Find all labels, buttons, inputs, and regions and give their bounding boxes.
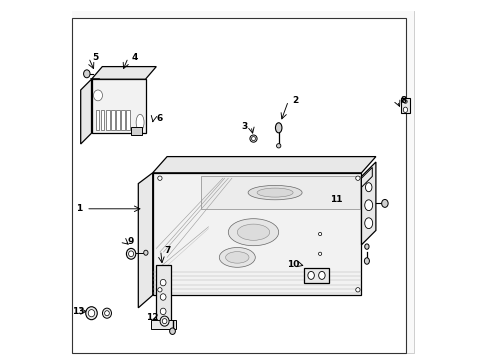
- Ellipse shape: [158, 288, 162, 292]
- Polygon shape: [121, 110, 124, 130]
- Polygon shape: [400, 98, 409, 113]
- Polygon shape: [116, 110, 120, 130]
- Ellipse shape: [93, 90, 102, 101]
- Polygon shape: [151, 320, 176, 329]
- Polygon shape: [152, 157, 375, 173]
- Ellipse shape: [128, 251, 133, 257]
- Ellipse shape: [364, 244, 368, 249]
- Text: 4: 4: [131, 53, 138, 62]
- Ellipse shape: [88, 310, 95, 317]
- Ellipse shape: [355, 288, 359, 292]
- Ellipse shape: [249, 135, 257, 142]
- Text: 11: 11: [329, 195, 342, 204]
- Ellipse shape: [318, 271, 325, 279]
- Ellipse shape: [158, 176, 162, 180]
- Ellipse shape: [228, 219, 278, 246]
- Ellipse shape: [225, 252, 248, 263]
- Polygon shape: [101, 110, 104, 130]
- Ellipse shape: [126, 248, 136, 259]
- Text: 2: 2: [291, 96, 297, 105]
- Ellipse shape: [355, 176, 359, 180]
- Ellipse shape: [102, 308, 111, 318]
- Text: 9: 9: [128, 237, 134, 246]
- Polygon shape: [96, 110, 99, 130]
- Ellipse shape: [403, 100, 407, 103]
- Polygon shape: [106, 110, 109, 130]
- Text: 12: 12: [146, 313, 159, 322]
- Ellipse shape: [160, 308, 166, 315]
- Ellipse shape: [247, 185, 302, 200]
- Ellipse shape: [365, 183, 371, 192]
- Text: 8: 8: [400, 96, 406, 105]
- Polygon shape: [72, 18, 406, 353]
- Ellipse shape: [364, 218, 372, 229]
- Ellipse shape: [83, 70, 90, 78]
- Ellipse shape: [160, 294, 166, 300]
- Polygon shape: [111, 110, 114, 130]
- Polygon shape: [361, 167, 371, 187]
- Ellipse shape: [276, 144, 280, 148]
- Polygon shape: [201, 176, 359, 209]
- Polygon shape: [131, 127, 142, 135]
- Ellipse shape: [318, 233, 321, 236]
- Ellipse shape: [364, 200, 372, 211]
- Polygon shape: [91, 79, 145, 133]
- Ellipse shape: [318, 252, 321, 256]
- Ellipse shape: [104, 311, 109, 316]
- Polygon shape: [155, 265, 170, 322]
- Polygon shape: [126, 110, 129, 130]
- Ellipse shape: [85, 307, 97, 320]
- Ellipse shape: [219, 248, 255, 267]
- Text: 13: 13: [72, 307, 84, 316]
- Ellipse shape: [160, 279, 166, 286]
- Polygon shape: [303, 268, 328, 283]
- Polygon shape: [91, 67, 156, 79]
- Polygon shape: [81, 79, 91, 144]
- Ellipse shape: [251, 137, 255, 141]
- Ellipse shape: [237, 224, 269, 240]
- Polygon shape: [361, 162, 375, 245]
- Ellipse shape: [136, 114, 144, 131]
- Text: 7: 7: [163, 246, 170, 255]
- Ellipse shape: [275, 123, 282, 133]
- Polygon shape: [72, 11, 413, 353]
- Ellipse shape: [307, 271, 314, 279]
- Text: 6: 6: [157, 114, 163, 123]
- Text: 3: 3: [241, 122, 247, 131]
- Text: 5: 5: [92, 53, 98, 62]
- Ellipse shape: [169, 328, 175, 334]
- Polygon shape: [138, 173, 152, 308]
- Polygon shape: [152, 173, 361, 295]
- Ellipse shape: [143, 250, 148, 255]
- Ellipse shape: [403, 107, 407, 113]
- Ellipse shape: [257, 188, 292, 197]
- Ellipse shape: [162, 319, 166, 324]
- Polygon shape: [72, 11, 413, 353]
- Text: 10: 10: [286, 260, 299, 269]
- Ellipse shape: [160, 316, 169, 326]
- Ellipse shape: [381, 199, 387, 207]
- Text: 1: 1: [76, 204, 82, 213]
- Ellipse shape: [364, 258, 368, 264]
